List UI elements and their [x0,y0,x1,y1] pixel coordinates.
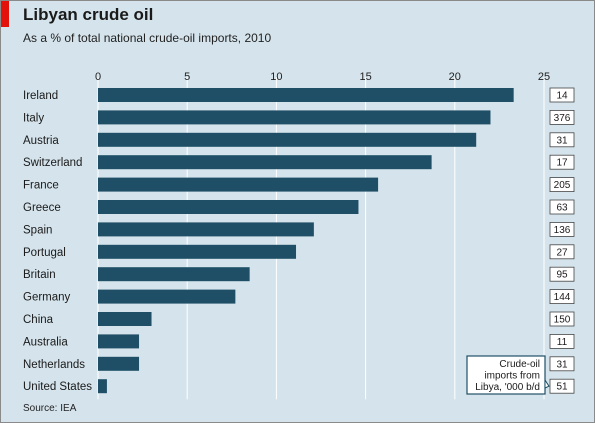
import-value-box [549,132,575,148]
chart-title: Libyan crude oil [23,5,154,24]
category-label: Switzerland [23,157,82,169]
bar [98,132,477,147]
import-value-box [549,221,575,237]
import-value-label: 51 [556,382,568,393]
callout-box [466,355,546,395]
import-value-box [549,177,575,193]
bar [98,267,250,282]
bar [98,155,432,170]
import-value-label: 376 [554,113,571,124]
import-value-box [549,87,575,103]
bar [98,379,107,394]
category-label: Netherlands [23,359,85,371]
category-label: Britain [23,269,56,281]
import-value-label: 150 [554,315,571,326]
callout-label-line: Libya, '000 b/d [475,382,540,393]
category-label: Germany [23,292,71,304]
category-label: Ireland [23,90,58,102]
x-tick-label: 15 [359,71,371,83]
callout-label-line: Crude-oil [499,359,540,370]
import-value-label: 31 [556,359,568,370]
import-value-box [549,266,575,282]
callout-label-line: imports from [484,371,540,382]
import-value-box [549,311,575,327]
bar [98,222,314,237]
category-label: Portugal [23,247,66,259]
category-label: Spain [23,224,52,236]
import-value-box [549,356,575,372]
category-label: Italy [23,112,44,124]
import-value-label: 144 [554,292,571,303]
bar [98,356,140,371]
category-label: Australia [23,336,68,348]
import-value-box [549,289,575,305]
x-tick-label: 25 [538,71,550,83]
x-tick-label: 0 [95,71,101,83]
import-value-box [549,154,575,170]
import-value-label: 136 [554,225,571,236]
import-value-box [549,333,575,349]
x-tick-label: 10 [270,71,282,83]
import-value-label: 63 [556,203,568,214]
import-value-label: 11 [557,337,568,348]
category-label: Austria [23,135,59,147]
import-value-label: 27 [556,247,568,258]
bar [98,244,297,259]
import-value-label: 205 [554,180,571,191]
import-value-box [549,110,575,125]
import-value-box [549,378,575,394]
category-label: Greece [23,202,61,214]
bar [98,110,491,125]
import-value-label: 95 [556,270,568,281]
callout-pointer [544,378,550,389]
category-label: United States [23,381,92,393]
brand-accent-mark [1,1,9,27]
bar [98,289,236,304]
x-tick-label: 20 [449,71,461,83]
bar [98,177,379,192]
bar [98,88,514,102]
bar [98,334,140,349]
import-value-label: 14 [556,91,568,102]
category-label: China [23,314,54,326]
source-note: Source: IEA [23,403,77,414]
bar [98,200,359,214]
import-value-label: 17 [556,158,568,169]
chart-subtitle: As a % of total national crude-oil impor… [23,31,272,45]
import-value-label: 31 [556,135,568,146]
category-label: France [23,180,59,192]
bar [98,312,152,326]
x-tick-label: 5 [184,71,190,83]
import-value-box [549,244,575,260]
import-value-box [549,199,575,215]
